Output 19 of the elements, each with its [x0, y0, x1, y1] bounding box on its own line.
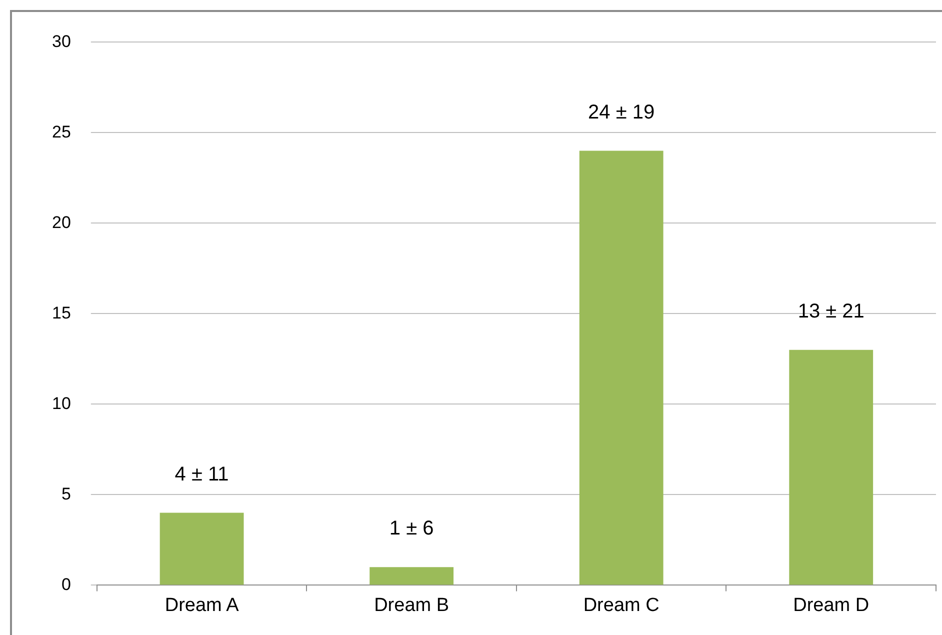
bar [579, 150, 664, 585]
data-label: 1 ± 6 [389, 518, 434, 540]
x-tick-label: Dream C [583, 594, 660, 616]
y-tick-label: 15 [52, 303, 71, 322]
y-tick-label: 5 [61, 484, 71, 504]
data-label: 24 ± 19 [588, 101, 655, 124]
data-label: 13 ± 21 [798, 300, 864, 322]
y-tick-label: 10 [52, 394, 71, 413]
x-tick-label: Dream B [374, 594, 450, 616]
bar [789, 350, 874, 585]
bar [370, 567, 454, 585]
y-tick-label: 20 [52, 212, 71, 232]
x-tick-label: Dream D [793, 594, 870, 616]
data-label: 4 ± 11 [174, 463, 229, 486]
bar [160, 512, 244, 585]
y-tick-label: 25 [52, 122, 71, 142]
y-tick-label: 30 [52, 32, 71, 51]
x-tick-label: Dream A [164, 594, 240, 616]
y-tick-label: 0 [61, 574, 71, 594]
